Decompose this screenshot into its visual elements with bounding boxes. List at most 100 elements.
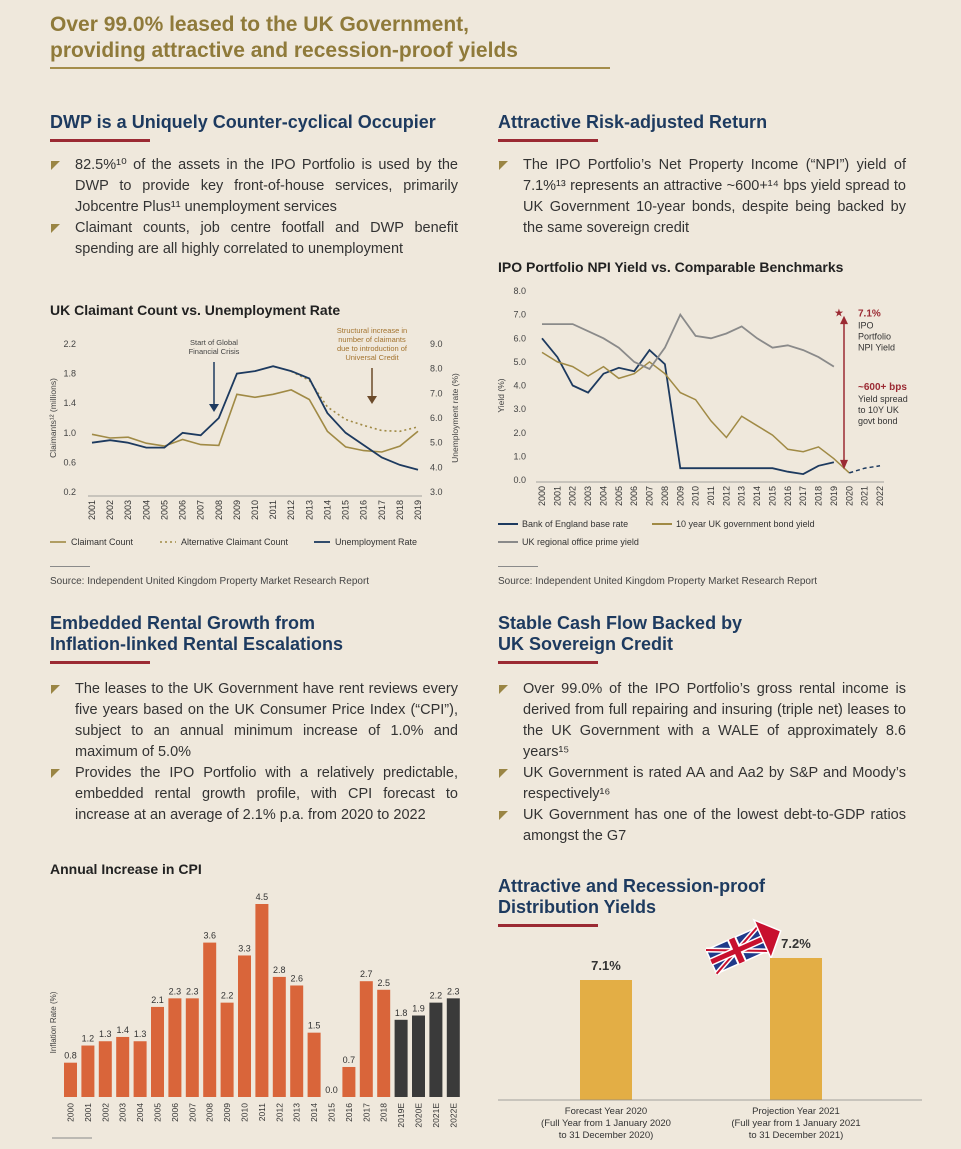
x-tick-label: 2005 [153,1103,163,1122]
npi-yield-label: NPI Yield [858,342,895,352]
x-tick-label: 2006 [178,500,188,520]
section-underline [498,661,598,664]
x-tick-label: 2016 [359,500,369,520]
x-tick-label: 2018 [814,486,824,506]
x-tick-label: 2004 [141,500,151,520]
cpi-bar [446,998,460,1097]
section-underline [50,661,150,664]
cpi-bar [394,1019,408,1097]
distribution-category-label: Forecast Year 2020 [565,1106,647,1117]
legend-label: Claimant Count [71,537,134,547]
x-tick-label: 2017 [798,486,808,506]
y-tick-label: 4.0 [513,381,526,391]
annotation-gfc: Financial Crisis [189,347,240,356]
annotation-uc-arrowhead [367,396,377,404]
x-tick-label: 2014 [752,486,762,506]
x-tick-label: 2007 [645,486,655,506]
x-tick-label: 2001 [83,1103,93,1122]
section-underline [498,924,598,927]
cpi-bar [290,985,304,1097]
cpi-bar-label: 2.5 [377,978,390,988]
y2-tick-label: 5.0 [430,438,443,448]
x-tick-label: 2013 [737,486,747,506]
x-tick-label: 2009 [232,500,242,520]
x-tick-label: 2002 [105,500,115,520]
cpi-bar-label: 2.7 [360,969,373,979]
cpi-bar-label: 2.3 [169,986,182,996]
x-tick-label: 2016 [344,1103,354,1122]
section-title-rental-growth: Embedded Rental Growth from Inflation-li… [50,613,343,655]
y-tick-label: 1.0 [63,428,76,438]
cpi-bar-label: 1.2 [82,1034,95,1044]
cpi-bar-label: 1.5 [308,1021,321,1031]
npi-yield-value: 7.1% [858,308,881,319]
section-title-dwp: DWP is a Uniquely Counter-cyclical Occup… [50,112,436,132]
cpi-bar [307,1032,321,1097]
x-tick-label: 2020E [414,1103,424,1128]
annotation-universal-credit: Universal Credit [345,353,399,362]
cpi-bar [342,1066,356,1097]
cash-flow-bullet-2: UK Government is rated AA and Aa2 by S&P… [498,763,906,805]
distribution-category-label: Projection Year 2021 [752,1106,840,1117]
x-tick-label: 2002 [100,1103,110,1122]
x-tick-label: 2008 [214,500,224,520]
x-tick-label: 2000 [66,1103,76,1122]
x-tick-label: 2006 [629,486,639,506]
x-tick-label: 2003 [118,1103,128,1122]
x-tick-label: 2003 [123,500,133,520]
series-line-claimant-count [91,389,419,453]
cpi-bar-label: 0.0 [325,1085,338,1095]
cpi-bar [272,976,286,1097]
npi-yield-label: IPO [858,320,874,330]
cpi-bar [377,989,391,1097]
cpi-bar-label: 2.3 [447,986,460,996]
rental-growth-title-line-2: Inflation-linked Rental Escalations [50,634,344,654]
source-note-right: Source: Independent United Kingdom Prope… [498,576,818,587]
annotation-universal-credit: number of claimants [338,335,406,344]
cpi-bar-label: 0.7 [343,1055,356,1065]
cpi-bar [412,1015,425,1097]
rental-bullet-2: Provides the IPO Portfolio with a relati… [50,763,458,826]
distribution-yield-label: 7.2% [781,936,811,951]
x-tick-label: 2010 [691,486,701,506]
x-tick-label: 2012 [286,500,296,520]
rental-growth-title-line-1: Embedded Rental Growth from [50,613,316,633]
page-title: Over 99.0% leased to the UK Government, … [50,12,610,69]
section-underline [498,139,598,142]
series-line-uk-regional-office-prime-yield [542,312,835,371]
x-tick-label: 2017 [361,1103,371,1122]
x-tick-label: 2017 [377,500,387,520]
cpi-bar-label: 2.1 [151,995,164,1005]
annotation-universal-credit: Structural increase in [337,326,407,335]
cpi-bar [220,1002,234,1097]
x-tick-label: 2002 [568,486,578,506]
y-axis-label: Yield (%) [496,378,506,412]
x-tick-label: 2008 [205,1103,215,1122]
cpi-bar-label: 1.8 [395,1008,408,1018]
x-tick-label: 2001 [87,500,97,520]
dwp-bullet-list: 82.5%¹⁰ of the assets in the IPO Portfol… [50,155,458,260]
y2-tick-label: 6.0 [430,413,443,423]
distribution-category-note: (Full Year from 1 January 2020 [541,1118,671,1129]
x-tick-label: 2021E [431,1103,441,1128]
cpi-bar [133,1041,147,1097]
x-tick-label: 2015 [327,1103,337,1122]
section-title-cash-flow: Stable Cash Flow Backed by UK Sovereign … [498,613,742,655]
legend-label: Bank of England base rate [522,519,628,529]
cpi-bar [64,1062,77,1097]
uk-flag-part [728,937,745,964]
uk-flag-arrow-icon [705,918,782,976]
claimant-chart-title: UK Claimant Count vs. Unemployment Rate [50,302,341,318]
spread-label: Yield spread [858,394,908,404]
cpi-bar [116,1036,130,1097]
x-tick-label: 2015 [341,500,351,520]
cash-flow-title-line-2: UK Sovereign Credit [498,634,674,654]
legend-label: Alternative Claimant Count [181,537,289,547]
distribution-yield-label: 7.1% [591,958,621,973]
series-line-bond-yield [541,351,850,474]
series-line-unemployment-rate [91,365,419,471]
x-tick-label: 2014 [322,500,332,520]
star-icon: ★ [834,307,844,319]
y-tick-label: 1.4 [63,398,76,408]
x-tick-label: 2006 [170,1103,180,1122]
